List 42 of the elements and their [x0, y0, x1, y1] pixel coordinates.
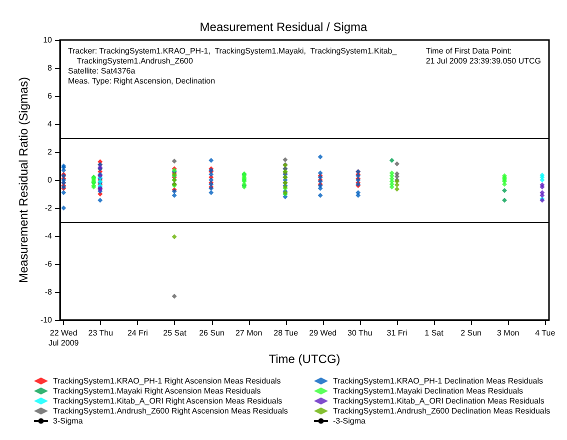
x-tick-label: 29 Wed	[309, 328, 337, 338]
annotation: Meas. Type: Right Ascension, Declination	[68, 76, 216, 86]
y-tick-label: 6	[48, 92, 53, 100]
y-tick-label: 0	[48, 176, 53, 184]
x-tick-label: 22 Wed Jul 2009	[48, 328, 80, 348]
x-tick-label: 23 Thu	[88, 328, 114, 338]
chart-title: Measurement Residual / Sigma	[200, 20, 368, 34]
x-tick-label: 2 Sun	[460, 328, 482, 338]
legend-label: TrackingSystem1.KRAO_PH-1 Right Ascension Meas Residuals	[53, 376, 281, 386]
x-tick-label: 4 Tue	[535, 328, 556, 338]
y-tick-label: -10	[40, 316, 53, 324]
annotation: Time of First Data Point: 21 Jul 2009 23:39:39.050 UTCG	[426, 46, 541, 66]
annotation: Satellite: Sat4376a	[68, 66, 136, 76]
x-tick-label: 26 Sun	[199, 328, 224, 338]
legend-label: TrackingSystem1.Mayaki Declination Meas Residuals	[333, 386, 523, 396]
y-axis-title: Measurement Residual Ratio (Sigmas)	[16, 76, 31, 284]
y-tick-label: 10	[43, 36, 53, 44]
y-tick-label: -2	[44, 204, 53, 212]
y-tick-label: 2	[48, 148, 53, 156]
legend-label: -3-Sigma	[333, 416, 366, 426]
y-tick-label: -6	[44, 260, 53, 268]
x-tick-label: 27 Mon	[235, 328, 262, 338]
y-tick-label: -4	[44, 232, 53, 240]
y-tick-label: 8	[48, 64, 53, 72]
legend-label: TrackingSystem1.KRAO_PH-1 Declination Meas Residuals	[333, 376, 544, 386]
annotation: Tracker: TrackingSystem1.KRAO_PH-1, TrackingSystem1.Mayaki, TrackingSystem1.Kitab_ TrackingSystem1.Andrush_Z600	[68, 46, 398, 66]
x-tick-label: 1 Sat	[424, 328, 444, 338]
y-tick-label: 4	[48, 120, 53, 128]
x-tick-label: 28 Tue	[274, 328, 299, 338]
legend-label: TrackingSystem1.Kitab_A_ORI Declination Meas Residuals	[333, 396, 544, 406]
legend-label: TrackingSystem1.Mayaki Right Ascension Meas Residuals	[53, 386, 261, 396]
legend-label: 3-Sigma	[53, 416, 84, 426]
x-axis-title: Time (UTCG)	[268, 352, 340, 366]
legend-label: TrackingSystem1.Kitab_A_ORI Right Ascension Meas Residuals	[53, 396, 282, 406]
legend-label: TrackingSystem1.Andrush_Z600 Right Ascension Meas Residuals	[53, 406, 288, 416]
x-tick-label: 31 Fri	[386, 328, 408, 338]
x-tick-label: 30 Thu	[348, 328, 372, 338]
x-tick-label: 3 Mon	[496, 328, 520, 338]
legend-label: TrackingSystem1.Andrush_Z600 Declination Meas Residuals	[333, 406, 550, 416]
x-tick-label: 24 Fri	[127, 328, 148, 338]
y-tick-label: -8	[44, 288, 53, 296]
x-tick-label: 25 Sat	[163, 328, 188, 338]
